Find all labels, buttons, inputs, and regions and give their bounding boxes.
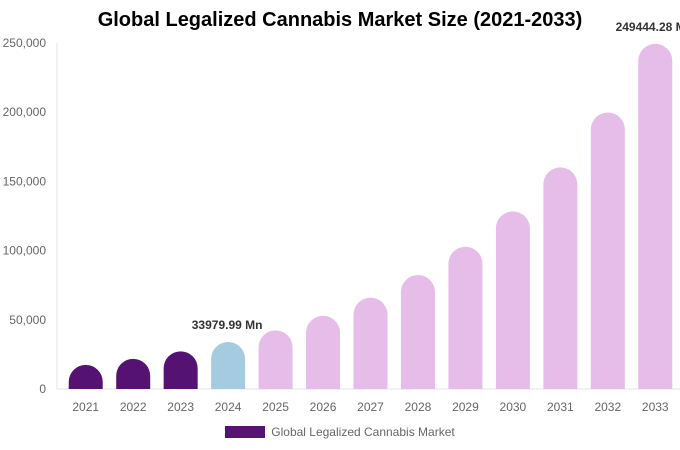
x-tick-label: 2030 (500, 400, 527, 414)
x-tick-label: 2021 (72, 400, 99, 414)
chart-title: Global Legalized Cannabis Market Size (2… (97, 9, 583, 31)
x-tick-label: 2028 (405, 400, 432, 414)
bar-2032 (590, 112, 625, 389)
bar-2023 (163, 351, 198, 389)
bar-2024 (211, 341, 246, 389)
x-tick-label: 2033 (642, 400, 669, 414)
y-tick-label: 100,000 (3, 244, 47, 258)
bar-2025 (258, 330, 293, 389)
y-tick-label: 150,000 (3, 174, 47, 188)
x-tick-label: 2027 (357, 400, 384, 414)
legend: Global Legalized Cannabis Market (0, 425, 680, 439)
x-tick-label: 2022 (120, 400, 147, 414)
legend-label: Global Legalized Cannabis Market (271, 425, 455, 439)
x-tick-label: 2026 (310, 400, 337, 414)
data-label-2024: 33979.99 Mn (192, 318, 263, 332)
y-tick-label: 250,000 (3, 36, 47, 50)
bar-2030 (495, 211, 530, 389)
x-tick-label: 2023 (167, 400, 194, 414)
legend-swatch (225, 426, 266, 438)
bar-2029 (448, 246, 483, 389)
bar-2026 (306, 315, 341, 389)
x-tick-label: 2032 (594, 400, 621, 414)
y-tick-label: 50,000 (9, 313, 46, 327)
bar-2027 (353, 297, 388, 389)
data-label-2033: 249444.28 Mn (616, 20, 680, 34)
x-tick-label: 2024 (215, 400, 242, 414)
bar-2033 (638, 43, 673, 390)
y-tick-label: 200,000 (3, 105, 47, 119)
x-tick-label: 2025 (262, 400, 289, 414)
bar-2028 (400, 274, 435, 389)
y-tick-label: 0 (39, 382, 46, 396)
x-tick-label: 2029 (452, 400, 479, 414)
bar-2031 (543, 167, 578, 389)
x-tick-label: 2031 (547, 400, 574, 414)
bar-2021 (68, 364, 103, 389)
bar-2022 (116, 358, 151, 389)
